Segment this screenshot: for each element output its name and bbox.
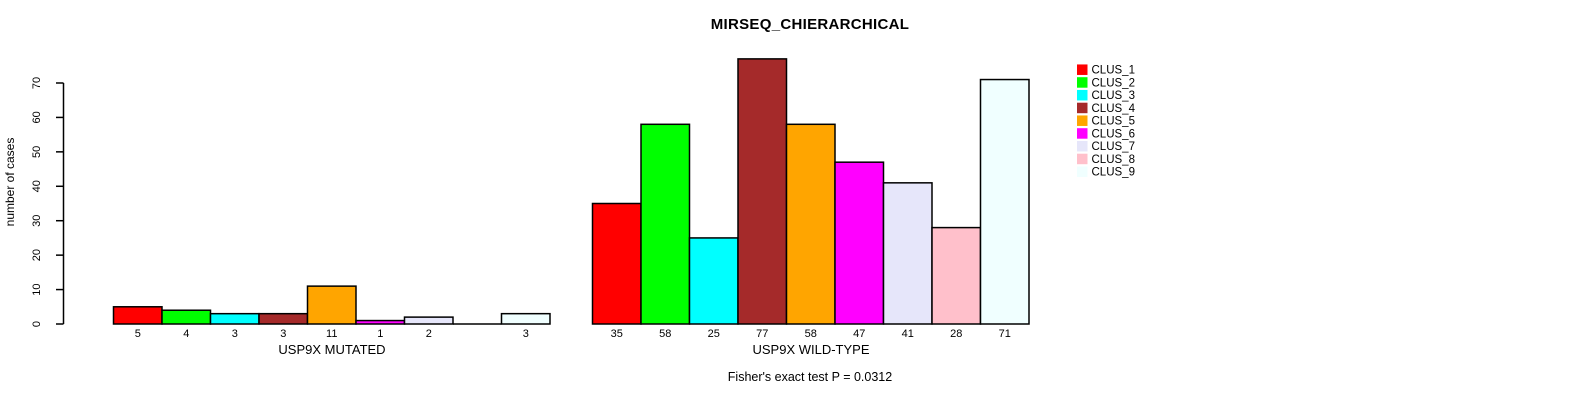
bar-usp9x-mutated-clus-7: [403, 316, 454, 325]
y-tick-label: 70: [31, 77, 43, 89]
bar-usp9x-wild-type-clus-1: [591, 202, 642, 325]
bar-usp9x-wild-type-clus-5: [785, 123, 836, 325]
legend-swatch-clus-7: [1077, 140, 1088, 152]
bar-usp9x-mutated-clus-4: [258, 312, 309, 325]
bar-count-label-usp9x-mutated-clus-7: 2: [426, 328, 432, 340]
bar-count-label-usp9x-wild-type-clus-4: 77: [756, 328, 768, 340]
y-tick-label: 30: [31, 215, 43, 227]
bar-count-label-usp9x-wild-type-clus-5: 58: [805, 328, 817, 340]
bar-count-label-usp9x-mutated-clus-3: 3: [232, 328, 238, 340]
legend-label-clus-7: CLUS_7: [1092, 141, 1135, 153]
bar-usp9x-wild-type-clus-4: [737, 58, 788, 325]
bar-count-label-usp9x-mutated-clus-2: 4: [183, 328, 189, 340]
legend-label-clus-1: CLUS_1: [1092, 65, 1135, 77]
bar-count-label-usp9x-wild-type-clus-3: 25: [708, 328, 720, 340]
bar-count-label-usp9x-mutated-clus-1: 5: [135, 328, 141, 340]
bar-usp9x-wild-type-clus-9: [979, 78, 1030, 325]
bar-usp9x-wild-type-clus-2: [640, 123, 691, 325]
legend-swatch-clus-1: [1077, 64, 1088, 75]
bar-count-label-usp9x-wild-type-clus-7: 41: [902, 328, 914, 340]
bar-count-label-usp9x-wild-type-clus-1: 35: [611, 328, 623, 340]
legend-label-clus-3: CLUS_3: [1092, 90, 1135, 102]
legend-swatch-clus-6: [1077, 128, 1088, 139]
bar-usp9x-wild-type-clus-7: [882, 182, 933, 325]
bar-count-label-usp9x-wild-type-clus-8: 28: [950, 328, 962, 340]
bar-count-label-usp9x-wild-type-clus-9: 71: [999, 328, 1011, 340]
y-tick-label: 60: [31, 111, 43, 123]
x-group-label-wild-type: USP9X WILD-TYPE: [752, 342, 870, 357]
bar-count-label-usp9x-mutated-clus-5: 11: [326, 328, 337, 340]
bar-count-label-usp9x-wild-type-clus-6: 47: [853, 328, 865, 340]
legend-swatch-clus-9: [1077, 166, 1088, 177]
bar-usp9x-wild-type-clus-6: [834, 161, 885, 325]
bar-count-label-usp9x-mutated-clus-6: 1: [377, 328, 383, 340]
bar-usp9x-mutated-clus-1: [112, 306, 163, 325]
bar-usp9x-mutated-clus-6: [355, 319, 406, 325]
legend-label-clus-6: CLUS_6: [1092, 128, 1135, 140]
legend-label-clus-4: CLUS_4: [1092, 103, 1136, 115]
y-tick-label: 20: [31, 249, 43, 261]
legend-label-clus-8: CLUS_8: [1092, 154, 1135, 166]
legend-swatch-clus-4: [1077, 102, 1088, 114]
bar-usp9x-wild-type-clus-8: [931, 226, 982, 325]
legend-label-clus-5: CLUS_5: [1092, 116, 1135, 128]
legend-label-clus-9: CLUS_9: [1092, 167, 1135, 179]
y-tick-label: 0: [31, 321, 43, 327]
y-tick-label: 50: [31, 146, 43, 158]
legend-swatch-clus-2: [1077, 77, 1088, 88]
legend-swatch-clus-3: [1077, 89, 1088, 101]
bar-usp9x-mutated-clus-3: [209, 312, 260, 325]
chart-title: MIRSEQ_CHIERARCHICAL: [710, 16, 910, 33]
fisher-test-annotation: Fisher's exact test P = 0.0312: [727, 370, 893, 384]
bar-usp9x-mutated-clus-2: [161, 309, 212, 325]
y-tick-label: 10: [31, 283, 43, 295]
bar-usp9x-mutated-clus-9: [500, 312, 551, 325]
bar-count-label-usp9x-mutated-clus-9: 3: [523, 328, 529, 340]
bar-usp9x-wild-type-clus-3: [688, 237, 739, 325]
legend-swatch-clus-8: [1077, 153, 1088, 165]
bar-usp9x-mutated-clus-5: [306, 285, 357, 325]
y-tick-label: 40: [31, 180, 43, 192]
x-group-label-mutated: USP9X MUTATED: [278, 342, 386, 357]
bar-count-label-usp9x-wild-type-clus-2: 58: [659, 328, 671, 340]
legend-swatch-clus-5: [1077, 115, 1088, 126]
bar-count-label-usp9x-mutated-clus-4: 3: [280, 328, 286, 340]
legend-label-clus-2: CLUS_2: [1092, 77, 1135, 89]
